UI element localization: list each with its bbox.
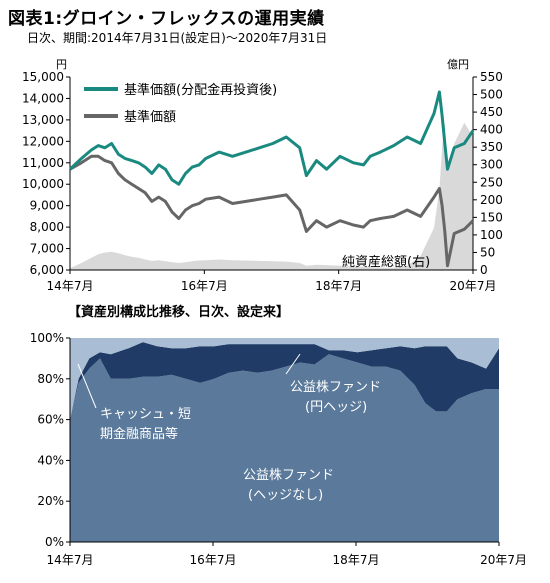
allocation-chart: 【資産別構成比推移、日次、設定来】 100% 80% 60% 40% 20% 0% 14年7月… xyxy=(30,304,527,567)
nav-reinvested-line xyxy=(68,90,475,186)
left-tick-label: 14,000 xyxy=(22,91,64,105)
x-tick-label: 20年7月 xyxy=(450,279,497,293)
left-tick-label: 11,000 xyxy=(22,156,64,170)
nav-line xyxy=(69,154,475,268)
left-tick-label: 13,000 xyxy=(22,113,64,127)
y-tick-label: 100% xyxy=(30,331,64,345)
left-tick-label: 12,000 xyxy=(22,134,64,148)
right-tick-label: 0 xyxy=(480,263,488,277)
left-unit-label: 円 xyxy=(56,58,67,71)
x-tick-label: 18年7月 xyxy=(315,279,362,293)
y-tick-label: 0% xyxy=(45,535,64,549)
hedge-none-annotation-line1: 公益株ファンド xyxy=(243,468,334,483)
yen-hedged-annotation-line1: 公益株ファンド xyxy=(290,380,381,395)
y-tick-label: 80% xyxy=(37,372,64,386)
right-tick-label: 200 xyxy=(480,193,503,207)
legend-label: 基準価額 xyxy=(124,109,176,125)
cash-annotation-line2: 期金融商品等 xyxy=(100,426,178,442)
page-subtitle: 日次、期間:2014年7月31日(設定日)〜2020年7月31日 xyxy=(27,31,328,45)
left-tick-label: 8,000 xyxy=(30,220,64,234)
right-tick-label: 400 xyxy=(480,123,503,137)
cash-area xyxy=(70,338,499,420)
right-unit-label: 億円 xyxy=(447,58,469,71)
x-tick-label: 14年7月 xyxy=(47,279,94,293)
yen-hedged-area xyxy=(70,342,499,420)
y-tick-label: 20% xyxy=(37,494,64,508)
right-tick-label: 250 xyxy=(480,175,503,189)
y-tick-label: 40% xyxy=(37,453,64,467)
allocation-chart-title: 【資産別構成比推移、日次、設定来】 xyxy=(68,304,289,320)
yen-hedged-leader-line xyxy=(285,353,301,375)
legend-label: 基準価額(分配金再投資後) xyxy=(124,82,277,98)
right-tick-label: 450 xyxy=(480,105,503,119)
left-tick-label: 10,000 xyxy=(22,177,64,191)
net-assets-area xyxy=(70,122,473,270)
right-tick-label: 550 xyxy=(480,70,503,84)
x-tick-label: 18年7月 xyxy=(333,553,380,567)
left-tick-label: 15,000 xyxy=(22,70,64,84)
x-tick-label: 16年7月 xyxy=(181,279,228,293)
x-tick-label: 14年7月 xyxy=(47,553,94,567)
yen-hedged-annotation-line2: (円ヘッジ) xyxy=(305,400,367,415)
nav-chart: 15,000 14,000 13,000 12,000 11,000 10,000 9,00… xyxy=(22,58,503,293)
right-tick-label: 50 xyxy=(480,245,495,259)
left-tick-label: 6,000 xyxy=(30,263,64,277)
y-tick-label: 60% xyxy=(37,413,64,427)
right-tick-label: 100 xyxy=(480,228,503,242)
left-tick-label: 7,000 xyxy=(30,242,64,256)
right-tick-label: 500 xyxy=(480,88,503,102)
page-title: 図表1:グロイン・フレックスの運用実績 xyxy=(8,9,325,29)
right-tick-label: 150 xyxy=(480,210,503,224)
cash-leader-line xyxy=(77,363,97,409)
hedge-none-area xyxy=(70,354,499,542)
x-tick-label: 20年7月 xyxy=(480,553,527,567)
right-tick-label: 300 xyxy=(480,158,503,172)
hedge-none-annotation-line2: (ヘッジなし) xyxy=(248,488,323,503)
left-tick-label: 9,000 xyxy=(30,199,64,213)
right-tick-label: 350 xyxy=(480,140,503,154)
cash-annotation-line1: キャッシュ・短 xyxy=(100,407,191,422)
x-tick-label: 16年7月 xyxy=(190,553,237,567)
net-assets-annotation: 純資産総額(右) xyxy=(342,254,430,270)
